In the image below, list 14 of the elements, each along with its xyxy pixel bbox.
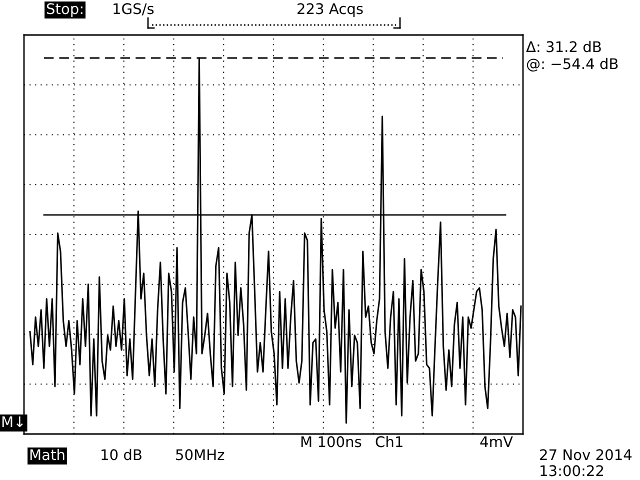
text: 4mV bbox=[480, 436, 513, 447]
text: @: −54.4 dB bbox=[526, 58, 618, 72]
text: 50MHz bbox=[176, 449, 224, 460]
text: Ch1 bbox=[376, 436, 402, 448]
text: 223 Acqs bbox=[298, 3, 363, 18]
text: 13:00:22 bbox=[540, 465, 604, 476]
text: M 100ns bbox=[301, 436, 362, 448]
text: 1GS/s bbox=[114, 3, 154, 16]
text: Stop: bbox=[46, 3, 82, 18]
text: 10 dB bbox=[102, 448, 142, 460]
text: Math bbox=[30, 448, 64, 460]
text: M↓ bbox=[2, 416, 23, 428]
text: 27 Nov 2014 bbox=[540, 449, 632, 460]
text: Δ: 31.2 dB bbox=[526, 40, 601, 52]
